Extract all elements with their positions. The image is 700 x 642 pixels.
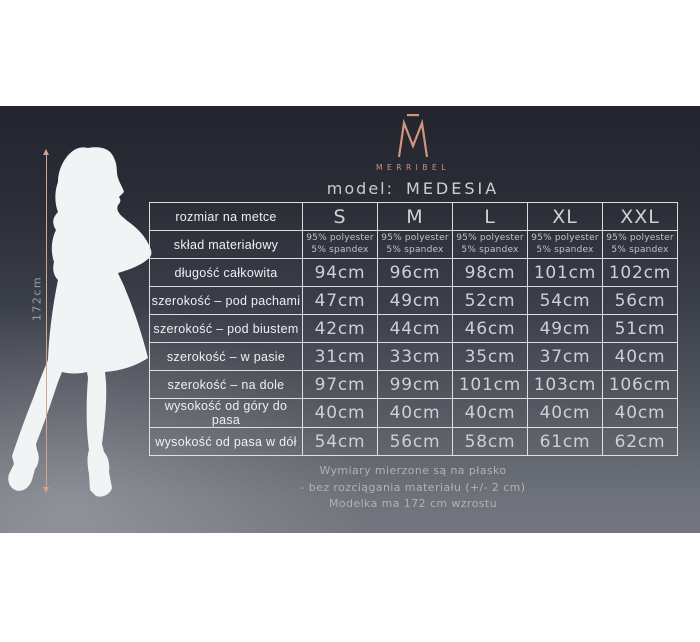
measurement-cell: 58cm — [452, 427, 528, 456]
measurement-cell: 54cm — [527, 286, 603, 315]
size-col-header: M — [377, 202, 453, 231]
measurement-cell: 102cm — [602, 258, 678, 287]
measurement-cell: 98cm — [452, 258, 528, 287]
measurement-cell: 49cm — [527, 314, 603, 343]
note-line: Modelka ma 172 cm wzrostu — [329, 497, 497, 510]
measurement-cell: 103cm — [527, 370, 603, 399]
ruler-arrow-down-icon — [43, 487, 49, 493]
measurement-cell: 40cm — [602, 342, 678, 371]
fabric-cell: 95% polyester 5% spandex — [602, 230, 678, 259]
note-line: - bez rozciągania materiału (+/- 2 cm) — [300, 480, 526, 494]
measurement-cell: 44cm — [377, 314, 453, 343]
measurement-cell: 40cm — [452, 398, 528, 428]
merribel-logo-icon — [397, 114, 429, 158]
brand-name: MERRIBEL — [376, 163, 450, 172]
measurement-cell: 52cm — [452, 286, 528, 315]
table-row: szerokość – pod pachami 47cm 49cm 52cm 5… — [149, 286, 678, 315]
table-row: długość całkowita 94cm 96cm 98cm 101cm 1… — [149, 258, 678, 287]
model-name: MEDESIA — [406, 179, 500, 198]
brand-block: MERRIBEL model: MEDESIA — [149, 114, 677, 198]
measurement-cell: 61cm — [527, 427, 603, 456]
woman-in-dress-silhouette-icon — [8, 147, 152, 497]
measurement-cell: 42cm — [302, 314, 378, 343]
measurement-cell: 40cm — [377, 398, 453, 428]
table-row: wysokość od pasa w dół 54cm 56cm 58cm 61… — [149, 427, 678, 456]
model-line: model: MEDESIA — [149, 179, 677, 198]
measurement-note: Wymiary mierzone są na płasko - bez rozc… — [149, 463, 677, 513]
table-row: wysokość od góry do pasa 40cm 40cm 40cm … — [149, 398, 678, 428]
row-label: szerokość – na dole — [149, 370, 303, 399]
measurement-cell: 37cm — [527, 342, 603, 371]
size-col-header: S — [302, 202, 378, 231]
model-height-label: 172cm — [30, 275, 44, 322]
size-col-header: L — [452, 202, 528, 231]
row-label: skład materiałowy — [149, 230, 303, 259]
size-col-header: XL — [527, 202, 603, 231]
measurement-cell: 35cm — [452, 342, 528, 371]
measurement-cell: 40cm — [602, 398, 678, 428]
measurement-cell: 40cm — [527, 398, 603, 428]
row-label: wysokość od pasa w dół — [149, 427, 303, 456]
row-label: szerokość – w pasie — [149, 342, 303, 371]
model-label: model: — [326, 179, 395, 198]
table-row: szerokość – w pasie 31cm 33cm 35cm 37cm … — [149, 342, 678, 371]
note-line: Wymiary mierzone są na płasko — [319, 464, 507, 477]
table-row: szerokość – pod biustem 42cm 44cm 46cm 4… — [149, 314, 678, 343]
fabric-cell: 95% polyester 5% spandex — [377, 230, 453, 259]
measurement-cell: 106cm — [602, 370, 678, 399]
row-label: szerokość – pod pachami — [149, 286, 303, 315]
row-label: szerokość – pod biustem — [149, 314, 303, 343]
measurement-cell: 97cm — [302, 370, 378, 399]
measurement-cell: 96cm — [377, 258, 453, 287]
measurement-cell: 101cm — [452, 370, 528, 399]
dark-gradient-panel: 172cm MERRIBEL model: MEDESIA rozmiar na … — [0, 106, 700, 533]
table-row-size-header: rozmiar na metce S M L XL XXL — [149, 202, 678, 231]
measurement-cell: 31cm — [302, 342, 378, 371]
measurement-cell: 49cm — [377, 286, 453, 315]
measurement-cell: 40cm — [302, 398, 378, 428]
row-label: długość całkowita — [149, 258, 303, 287]
measurement-cell: 33cm — [377, 342, 453, 371]
fabric-cell: 95% polyester 5% spandex — [302, 230, 378, 259]
measurement-cell: 94cm — [302, 258, 378, 287]
size-chart-table: rozmiar na metce S M L XL XXL skład mate… — [149, 202, 678, 456]
row-label: rozmiar na metce — [149, 202, 303, 231]
measurement-cell: 101cm — [527, 258, 603, 287]
fabric-cell: 95% polyester 5% spandex — [452, 230, 528, 259]
measurement-cell: 56cm — [377, 427, 453, 456]
table-row-fabric: skład materiałowy 95% polyester 5% spand… — [149, 230, 678, 259]
height-ruler — [46, 154, 47, 488]
measurement-cell: 99cm — [377, 370, 453, 399]
measurement-cell: 46cm — [452, 314, 528, 343]
measurement-cell: 47cm — [302, 286, 378, 315]
ruler-arrow-up-icon — [43, 149, 49, 155]
size-col-header: XXL — [602, 202, 678, 231]
row-label: wysokość od góry do pasa — [149, 398, 303, 428]
measurement-cell: 51cm — [602, 314, 678, 343]
fabric-cell: 95% polyester 5% spandex — [527, 230, 603, 259]
measurement-cell: 62cm — [602, 427, 678, 456]
measurement-cell: 54cm — [302, 427, 378, 456]
measurement-cell: 56cm — [602, 286, 678, 315]
table-row: szerokość – na dole 97cm 99cm 101cm 103c… — [149, 370, 678, 399]
